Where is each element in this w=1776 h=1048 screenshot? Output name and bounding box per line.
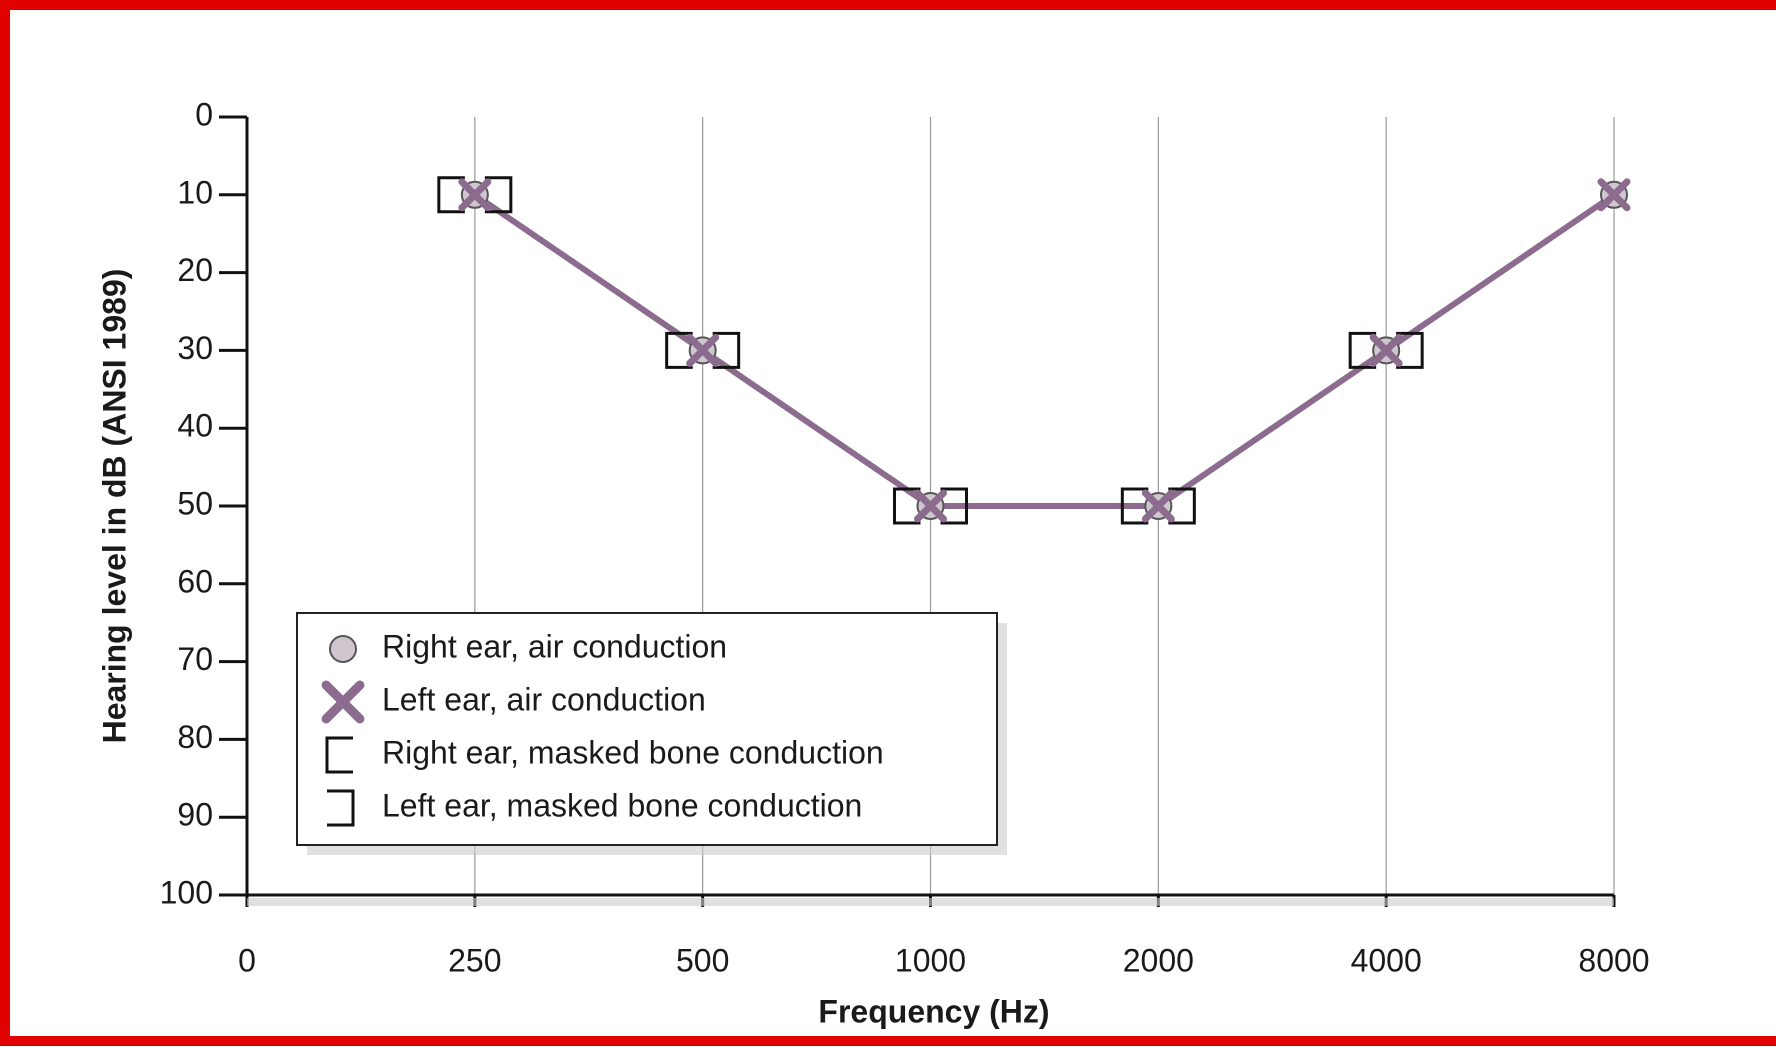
y-tick-label: 100 xyxy=(160,874,213,910)
marker-circle xyxy=(329,635,357,663)
x-tick-label: 0 xyxy=(238,942,256,978)
marker-bracket-right xyxy=(1396,331,1424,369)
y-tick-label: 90 xyxy=(177,797,213,833)
marker-x xyxy=(321,680,365,724)
marker-bracket-left xyxy=(1348,331,1377,369)
marker-bracket-right xyxy=(327,789,355,827)
x-tick-label: 4000 xyxy=(1351,942,1422,978)
y-axis-label: Hearing level in dB (ANSI 1989) xyxy=(96,269,132,744)
x-tick-label: 250 xyxy=(448,942,501,978)
legend-label: Left ear, air conduction xyxy=(382,681,706,717)
axis-shadow xyxy=(247,898,1614,906)
data-line xyxy=(473,192,1616,509)
legend-label: Left ear, masked bone conduction xyxy=(382,787,862,823)
marker-bracket-left xyxy=(893,487,921,525)
y-tick-label: 80 xyxy=(177,719,213,755)
marker-bracket-right xyxy=(1168,487,1196,525)
marker-bracket-right xyxy=(712,331,741,369)
y-tick-label: 40 xyxy=(177,408,213,444)
y-tick-label: 50 xyxy=(177,485,213,521)
x-tick-label: 8000 xyxy=(1578,942,1649,978)
marker-x xyxy=(1369,333,1403,367)
marker-bracket-right xyxy=(484,176,513,214)
marker-bracket-right xyxy=(940,487,968,525)
x-tick-label: 1000 xyxy=(895,942,966,978)
marker-x xyxy=(1141,489,1175,523)
y-tick-label: 70 xyxy=(177,641,213,677)
marker-bracket-left xyxy=(437,176,465,214)
legend-label: Right ear, air conduction xyxy=(382,628,727,664)
y-tick-label: 20 xyxy=(177,252,213,288)
marker-bracket-left xyxy=(665,331,693,369)
legend xyxy=(296,612,998,846)
x-tick-label: 2000 xyxy=(1123,942,1194,978)
marker-x xyxy=(914,489,947,523)
y-tick-label: 60 xyxy=(177,563,213,599)
marker-x xyxy=(686,333,720,367)
legend-label: Right ear, masked bone conduction xyxy=(382,734,884,770)
marker-bracket-left xyxy=(325,736,353,774)
y-tick-label: 10 xyxy=(177,174,213,210)
marker-x xyxy=(1597,178,1631,212)
marker-x xyxy=(458,178,492,212)
x-axis-label: Frequency (Hz) xyxy=(818,993,1049,1029)
y-tick-label: 0 xyxy=(195,96,213,132)
x-tick-label: 500 xyxy=(676,942,729,978)
marker-bracket-left xyxy=(1120,487,1149,525)
y-tick-label: 30 xyxy=(177,330,213,366)
